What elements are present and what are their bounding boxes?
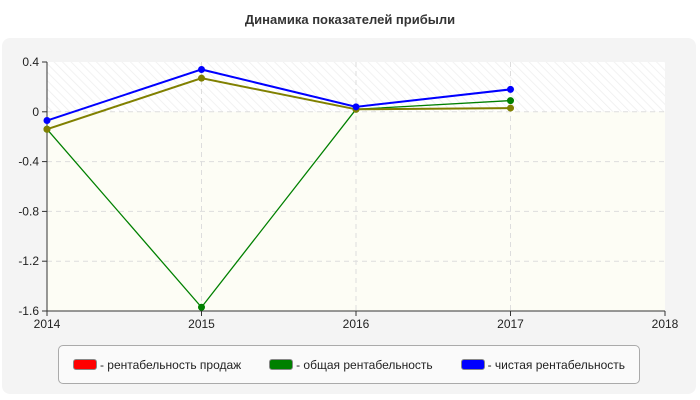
series-line [46,77,511,131]
legend-item[interactable]: - чистая рентабельность [460,357,626,372]
series-line [46,68,511,122]
data-point [507,97,514,105]
legend-label: - общая рентабельность [296,357,433,372]
series-line [46,99,511,309]
x-tick-label: 2014 [34,317,61,331]
data-point [507,85,514,93]
y-tick-label: -0.4 [18,155,39,169]
data-point [198,303,205,311]
data-point [198,65,205,73]
legend-item[interactable]: - общая рентабельность [269,358,433,372]
legend-swatch [72,359,97,370]
legend-swatch [269,359,294,370]
data-point [43,117,51,125]
legend-label: - рентабельность продаж [99,357,242,372]
x-tick-label: 2015 [188,317,215,331]
y-tick-label: -1.2 [18,254,39,268]
legend-item[interactable]: - рентабельность продаж [72,357,242,372]
data-point [507,104,514,112]
data-point [198,74,205,82]
data-point [43,125,51,133]
chart-title: Динамика показателей прибыли [244,12,456,27]
data-point [352,103,360,111]
legend: - рентабельность продаж - общая рентабель… [58,345,640,384]
x-tick-label: 2016 [343,317,370,331]
legend-swatch [460,359,485,370]
y-tick-label: 0 [32,105,39,119]
legend-label: - чистая рентабельность [487,357,626,372]
y-tick-label: 0.4 [22,55,39,69]
x-tick-label: 2017 [497,317,524,331]
y-tick-label: -0.8 [18,204,39,218]
y-tick-label: -1.6 [18,304,39,318]
x-tick-label: 2018 [652,317,679,331]
